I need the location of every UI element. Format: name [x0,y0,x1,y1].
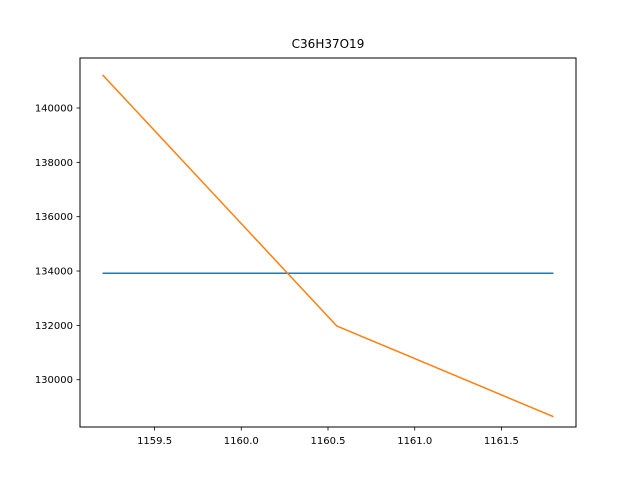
x-tick-label: 1160.5 [311,436,346,447]
plot-area-frame [79,57,577,428]
axes-layer: 1159.5 1160.0 1160.5 1161.0 1161.5 130000 1320… [35,103,519,447]
y-tick-label: 130000 [35,375,73,386]
series-layer [102,74,554,418]
series-line-2 [102,74,554,418]
y-tick-label: 138000 [35,158,73,169]
y-tick-label: 136000 [35,212,73,223]
chart-title: C36H37O19 [292,37,365,51]
y-tick-label: 132000 [35,321,73,332]
x-tick-label: 1161.5 [484,436,519,447]
x-tick-label: 1159.5 [137,436,172,447]
x-tick-label: 1161.0 [397,436,432,447]
y-tick-label: 134000 [35,267,73,278]
y-tick-label: 140000 [35,103,73,114]
x-tick-label: 1160.0 [224,436,259,447]
